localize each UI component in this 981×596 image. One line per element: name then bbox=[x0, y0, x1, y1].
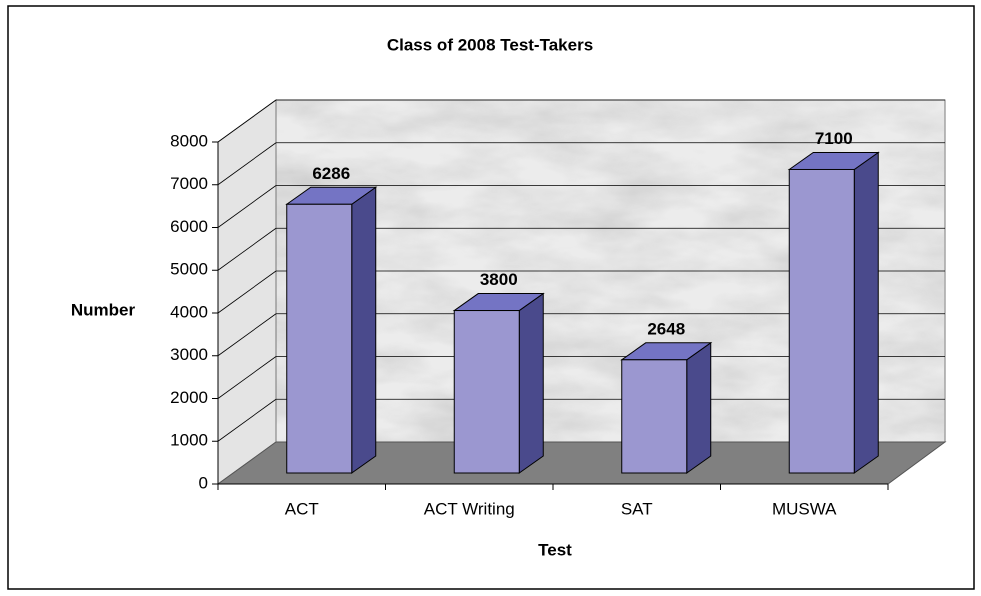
y-axis-label: Number bbox=[71, 300, 136, 319]
grid-line bbox=[217, 356, 277, 399]
data-label: 2648 bbox=[647, 319, 685, 338]
chart-title: Class of 2008 Test-Takers bbox=[387, 35, 593, 54]
y-tick-label: 4000 bbox=[170, 302, 208, 321]
bar-side bbox=[853, 151, 879, 474]
grid-line bbox=[217, 398, 277, 442]
data-label: 3800 bbox=[480, 270, 518, 289]
x-tick-label: SAT bbox=[621, 499, 653, 518]
y-tick-label: 2000 bbox=[170, 388, 208, 407]
data-label: 7100 bbox=[815, 129, 853, 148]
bar-side bbox=[351, 186, 377, 474]
grid-line bbox=[217, 270, 277, 314]
y-tick-label: 5000 bbox=[170, 260, 208, 279]
x-tick-label: ACT bbox=[285, 499, 319, 518]
x-tick-label: ACT Writing bbox=[424, 499, 515, 518]
bar bbox=[286, 203, 353, 474]
grid-line bbox=[217, 99, 277, 143]
bar bbox=[453, 310, 520, 474]
y-tick-label: 6000 bbox=[170, 217, 208, 236]
y-tick-label: 0 bbox=[199, 473, 208, 492]
x-tick-label: MUSWA bbox=[772, 499, 837, 518]
grid-line bbox=[217, 142, 277, 186]
bar-side bbox=[518, 292, 544, 474]
y-tick-label: 1000 bbox=[170, 431, 208, 450]
grid-line bbox=[217, 313, 277, 357]
x-axis-label: Test bbox=[538, 540, 572, 559]
grid-line bbox=[217, 185, 277, 228]
grid-line bbox=[217, 227, 277, 271]
y-tick-label: 7000 bbox=[170, 174, 208, 193]
bar bbox=[621, 359, 688, 474]
data-label: 6286 bbox=[312, 164, 350, 183]
y-tick-label: 8000 bbox=[170, 131, 208, 150]
bar bbox=[788, 168, 855, 474]
bar-side bbox=[686, 341, 712, 474]
y-tick-label: 3000 bbox=[170, 345, 208, 364]
